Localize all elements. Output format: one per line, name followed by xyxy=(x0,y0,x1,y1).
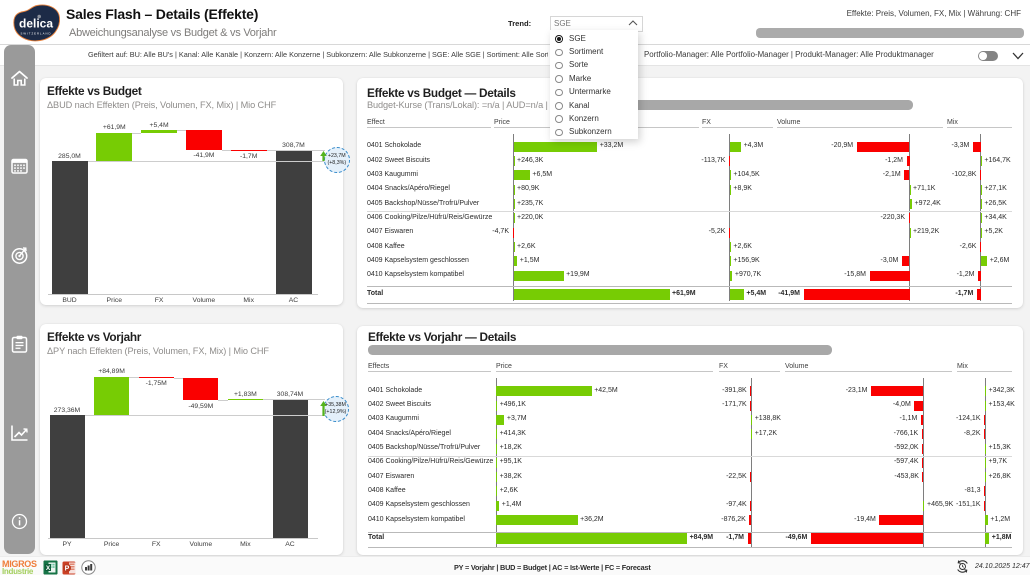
svg-text:delica: delica xyxy=(19,17,53,31)
svg-text:SWITZERLAND: SWITZERLAND xyxy=(20,32,51,36)
svg-text:P: P xyxy=(65,566,70,573)
svg-text:X: X xyxy=(46,565,51,572)
